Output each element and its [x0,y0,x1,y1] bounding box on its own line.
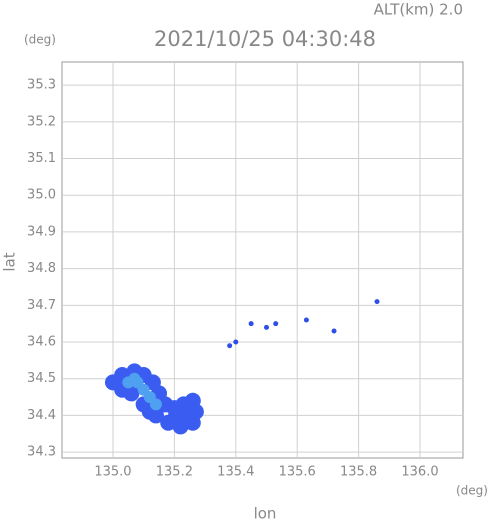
echo-point [263,324,269,330]
echo-point [128,372,141,385]
echo-point [178,407,195,424]
y-axis-label: lat [1,252,19,271]
y-tick-label: 34.8 [27,261,56,276]
y-unit: (deg) [24,33,56,47]
x-tick-label: 135.2 [156,465,193,480]
y-tick-label: 35.2 [27,114,56,129]
y-tick-label: 34.6 [27,335,56,350]
y-tick-label: 34.4 [27,408,56,423]
y-tick-label: 34.7 [27,298,56,313]
x-tick-label: 135.6 [279,465,316,480]
x-tick-label: 135.4 [217,465,254,480]
y-tick-label: 35.0 [27,188,56,203]
x-axis-label: lon [254,505,277,521]
y-tick-label: 34.3 [27,445,56,460]
echo-point [166,411,183,428]
echo-point [273,321,279,327]
echo-point [248,321,254,327]
echo-point [149,398,162,411]
altitude-label: ALT(km) 2.0 [374,1,463,19]
y-tick-label: 35.3 [27,78,56,93]
chart-title: 2021/10/25 04:30:48 [154,27,376,51]
y-tick-label: 35.1 [27,151,56,166]
x-unit: (deg) [456,484,488,498]
echo-point [233,339,239,345]
plot-frame [61,61,464,459]
x-tick-label: 135.8 [340,465,377,480]
y-tick-label: 34.5 [27,371,56,386]
y-tick-label: 34.9 [27,224,56,239]
echo-point [331,328,337,334]
x-tick-label: 136.0 [401,465,438,480]
x-tick-label: 135.0 [94,465,131,480]
echo-point [227,343,233,349]
echo-point [303,317,309,323]
echo-point [374,299,380,305]
